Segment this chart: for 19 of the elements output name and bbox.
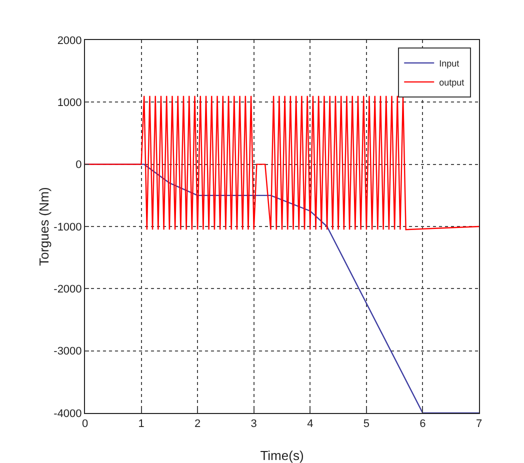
y-tick-label: -3000 (54, 346, 82, 358)
legend-label: output (439, 77, 465, 88)
x-tick-label: 2 (194, 418, 201, 430)
y-tick-label: -2000 (54, 284, 82, 296)
x-axis-title: Time(s) (260, 448, 304, 463)
x-tick-label: 5 (363, 418, 370, 430)
y-tick-label: 2000 (57, 34, 82, 47)
y-tick-label: -1000 (54, 221, 82, 234)
y-axis-title: Torgues (Nm) (36, 187, 52, 266)
x-tick-label: 4 (307, 418, 314, 430)
x-tick-label: 3 (250, 418, 257, 430)
y-tick-label: 1000 (57, 97, 82, 110)
x-tick-label: 6 (420, 418, 426, 430)
x-tick-label: 7 (476, 418, 482, 430)
legend-label: Input (439, 58, 460, 68)
x-tick-label: 1 (138, 418, 144, 430)
line-series (85, 95, 479, 230)
y-tick-label: 0 (76, 159, 82, 172)
y-tick-label: -4000 (54, 408, 82, 420)
